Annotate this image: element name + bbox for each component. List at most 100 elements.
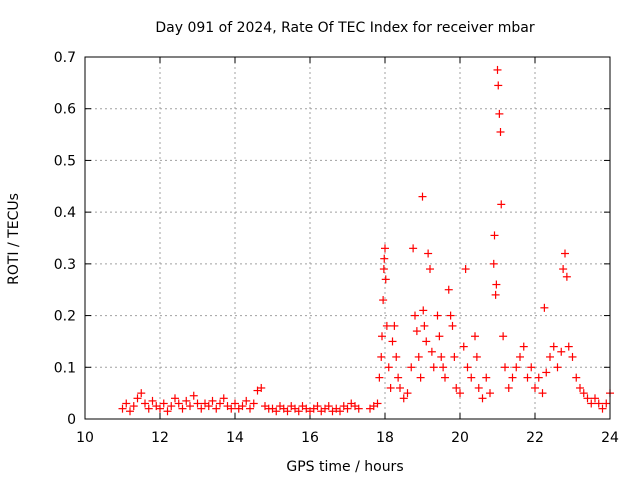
data-point xyxy=(163,407,172,416)
data-point xyxy=(416,373,425,382)
data-point xyxy=(409,244,418,253)
data-point xyxy=(504,383,513,392)
x-tick-label: 16 xyxy=(301,430,319,446)
data-point xyxy=(343,404,352,413)
data-point xyxy=(137,389,146,398)
data-point xyxy=(379,265,388,274)
data-point xyxy=(435,332,444,341)
data-point xyxy=(249,399,258,408)
data-point xyxy=(407,363,416,372)
data-point xyxy=(381,244,389,253)
y-tick-label: 0.1 xyxy=(54,360,76,376)
data-point xyxy=(379,296,388,305)
data-point xyxy=(294,407,303,416)
data-point xyxy=(572,373,581,382)
data-point xyxy=(576,383,584,392)
data-point xyxy=(420,321,429,330)
data-point xyxy=(493,65,502,74)
data-point xyxy=(403,389,412,398)
data-point xyxy=(519,342,528,351)
data-point xyxy=(561,249,569,258)
data-point xyxy=(336,407,344,416)
plot-frame xyxy=(84,56,611,420)
data-point xyxy=(531,383,539,392)
data-point xyxy=(375,373,384,382)
data-point xyxy=(602,399,611,408)
y-axis-label: ROTI / TECUs xyxy=(6,193,22,285)
data-point xyxy=(412,327,421,336)
data-point xyxy=(587,399,596,408)
data-point xyxy=(313,402,322,411)
data-point xyxy=(373,399,382,408)
data-point xyxy=(122,399,131,408)
data-point xyxy=(564,342,573,351)
data-point xyxy=(490,231,499,240)
data-point xyxy=(399,394,408,403)
data-point xyxy=(486,389,494,398)
data-point xyxy=(467,373,476,382)
data-point xyxy=(144,404,153,413)
data-point xyxy=(394,373,403,382)
data-point xyxy=(396,383,404,392)
data-point xyxy=(212,404,221,413)
data-point xyxy=(238,402,247,411)
data-point xyxy=(418,192,427,201)
data-point xyxy=(439,363,448,372)
data-point xyxy=(429,363,438,372)
data-point xyxy=(471,332,479,341)
data-point xyxy=(456,389,464,398)
data-point xyxy=(246,404,254,413)
data-point xyxy=(193,399,202,408)
data-point xyxy=(516,352,524,361)
data-point xyxy=(386,383,395,392)
data-point xyxy=(450,352,459,361)
data-point xyxy=(491,290,500,299)
data-point xyxy=(380,254,389,263)
data-point xyxy=(559,265,568,274)
grid-lines xyxy=(85,57,610,419)
data-point xyxy=(594,399,603,408)
data-point xyxy=(472,352,481,361)
data-point xyxy=(538,389,547,398)
data-point xyxy=(433,311,442,320)
x-tick-label: 24 xyxy=(601,430,619,446)
data-point xyxy=(384,363,393,372)
data-point xyxy=(392,352,401,361)
data-point xyxy=(118,404,127,413)
data-point xyxy=(495,109,504,118)
data-point xyxy=(591,394,599,403)
data-point xyxy=(568,352,577,361)
x-tick-label: 14 xyxy=(226,430,244,446)
y-tick-label: 0.2 xyxy=(54,309,76,325)
data-point xyxy=(424,249,433,258)
data-point xyxy=(148,396,157,405)
data-point xyxy=(489,259,498,268)
data-point xyxy=(126,407,134,416)
data-point xyxy=(159,399,168,408)
chart-title: Day 091 of 2024, Rate Of TEC Index for r… xyxy=(155,20,534,36)
data-point xyxy=(534,373,543,382)
data-point xyxy=(324,402,333,411)
x-tick-label: 10 xyxy=(76,430,94,446)
data-point xyxy=(527,363,536,372)
data-point xyxy=(227,404,236,413)
data-point xyxy=(419,306,428,315)
data-point xyxy=(204,402,213,411)
data-point xyxy=(171,394,179,403)
data-point xyxy=(378,332,386,341)
data-point xyxy=(189,391,198,400)
y-tick-label: 0.6 xyxy=(54,102,76,118)
data-point xyxy=(461,265,470,274)
data-point xyxy=(272,407,281,416)
data-point xyxy=(197,404,206,413)
data-point xyxy=(422,337,431,346)
x-axis-label: GPS time / hours xyxy=(286,459,403,475)
y-tick-label: 0.5 xyxy=(54,153,76,169)
data-point xyxy=(452,383,461,392)
data-point xyxy=(208,396,217,405)
data-point xyxy=(557,347,566,356)
data-point xyxy=(382,321,391,330)
data-point xyxy=(549,342,558,351)
data-point xyxy=(553,363,562,372)
